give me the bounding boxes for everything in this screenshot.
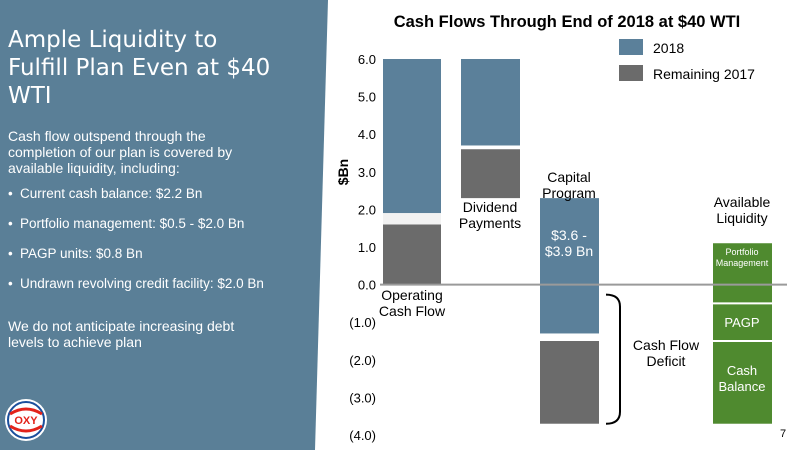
y-tick-label: 1.0 xyxy=(358,240,376,255)
legend-label: 2018 xyxy=(653,40,684,56)
y-tick-label: 6.0 xyxy=(358,52,376,67)
y-tick-label: 5.0 xyxy=(358,90,376,105)
deficit-label: Cash Flow Deficit xyxy=(633,337,700,369)
bullet-portfolio-management: Portfolio management: $0.5 - $2.0 Bn xyxy=(8,216,270,231)
intro-text: Cash flow outspend through the completio… xyxy=(8,128,233,176)
bar-segment xyxy=(383,59,441,214)
y-tick-label: 3.0 xyxy=(358,165,376,180)
slide-title: Ample Liquidity to Fulfill Plan Even at … xyxy=(8,27,271,109)
bar-segment xyxy=(461,59,520,146)
liquidity-label: Portfolio Management xyxy=(716,247,769,268)
liquidity-label: PAGP xyxy=(724,315,759,330)
bullet-cash-balance: Current cash balance: $2.2 Bn xyxy=(8,186,270,201)
liquidity-label: Cash Balance xyxy=(719,363,766,394)
category-label: Dividend Payments xyxy=(459,199,521,231)
bar-segment xyxy=(713,341,772,424)
category-label: Available Liquidity xyxy=(714,194,771,226)
y-tick-label: (3.0) xyxy=(349,390,376,405)
bar-segment xyxy=(540,198,599,334)
y-axis-label: $Bn xyxy=(335,159,351,185)
bar-segment xyxy=(461,149,520,199)
legend-swatch xyxy=(619,39,643,55)
bar-segment xyxy=(540,341,599,424)
bar-segment xyxy=(713,303,772,341)
deficit-bracket xyxy=(605,293,621,425)
bullet-revolving-credit: Undrawn revolving credit facility: $2.0 … xyxy=(8,276,270,291)
oxy-logo: OXY xyxy=(5,399,47,441)
bullet-pagp-units: PAGP units: $0.8 Bn xyxy=(8,246,270,261)
y-tick-label: 4.0 xyxy=(358,127,376,142)
y-tick-label: 0.0 xyxy=(358,278,376,293)
oxy-logo-text: OXY xyxy=(14,415,38,427)
bar-gap xyxy=(383,213,441,225)
y-tick-label: (4.0) xyxy=(349,428,376,443)
bar-gap xyxy=(540,333,599,341)
closing-text: We do not anticipate increasing debt lev… xyxy=(8,318,235,350)
legend-label: Remaining 2017 xyxy=(653,66,755,82)
chart-title: Cash Flows Through End of 2018 at $40 WT… xyxy=(394,13,741,31)
page-number: 7 xyxy=(780,428,787,440)
y-tick-label: 2.0 xyxy=(358,202,376,217)
y-tick-label: (1.0) xyxy=(349,315,376,330)
liquidity-bullets: Current cash balance: $2.2 Bn Portfolio … xyxy=(8,186,270,306)
legend-swatch xyxy=(619,65,643,81)
y-tick-label: (2.0) xyxy=(349,353,376,368)
bar-segment xyxy=(713,243,772,304)
category-label: Operating Cash Flow xyxy=(379,287,446,319)
capital-program-value: $3.6 -$3.9 Bn xyxy=(545,227,593,259)
category-label: Capital Program xyxy=(542,169,596,201)
bar-segment xyxy=(383,224,441,285)
